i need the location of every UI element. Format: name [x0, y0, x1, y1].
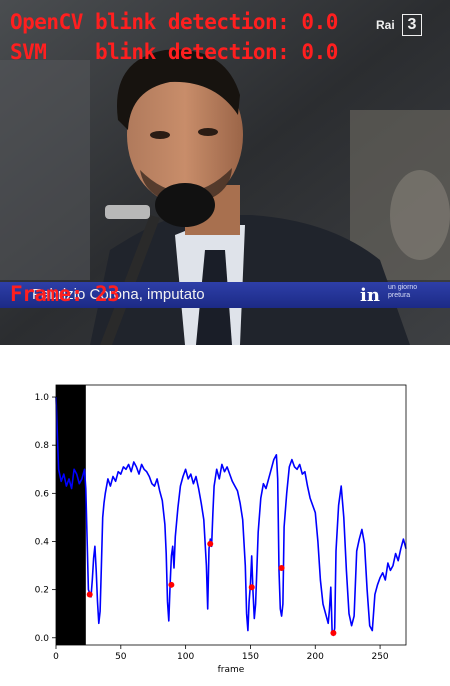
face: [127, 65, 243, 205]
blink-marker-point: [278, 564, 285, 571]
y-tick-label: 0.2: [35, 586, 49, 596]
hair: [116, 49, 240, 130]
background-pipes: [0, 60, 90, 280]
background-wheel: [390, 170, 450, 260]
y-tick-label: 0.0: [35, 634, 50, 644]
x-tick-label: 100: [177, 652, 194, 662]
channel-name: Rai: [376, 18, 395, 32]
microphone-stand: [100, 215, 160, 345]
plot-frame: [55, 384, 407, 646]
y-tick-label: 0.8: [35, 441, 50, 451]
x-tick-label: 150: [242, 652, 259, 662]
y-tick-label: 0.4: [35, 537, 50, 547]
x-axis-label: frame: [218, 665, 245, 675]
channel-logo: Rai 3: [376, 14, 422, 36]
opencv-blink-label: OpenCV blink detection: 0.0: [10, 10, 338, 34]
blink-marker-point: [86, 591, 93, 598]
x-tick-label: 250: [371, 652, 388, 662]
suit-jacket: [90, 213, 410, 345]
x-tick-label: 0: [53, 652, 59, 662]
blink-marker-point: [330, 629, 337, 636]
program-logo-subtitle: un giorno pretura: [388, 284, 418, 299]
microphone-head: [155, 183, 215, 227]
program-logo: in: [360, 285, 380, 306]
frame-counter-label: Frame: 23: [10, 282, 120, 306]
series-line: [55, 396, 407, 637]
shaded-region: [56, 385, 86, 645]
x-tick-label: 200: [307, 652, 324, 662]
blink-chart: 0 50 100 150 200 250 0.0 0.2 0.4 0.6 0.8 1.0 frame: [35, 384, 407, 675]
y-tick-label: 0.6: [35, 489, 50, 499]
right-eye: [198, 128, 218, 136]
news-caption: Fabrizio Corona, imputato: [32, 286, 205, 303]
blink-plot: 0 50 100 150 200 250 0.0 0.2 0.4 0.6 0.8 1.0 frame: [0, 345, 450, 682]
news-caption-strip: [0, 282, 450, 308]
y-tick-label: 1.0: [35, 393, 50, 403]
blink-marker-point: [248, 584, 255, 591]
blink-marker-point: [207, 540, 214, 547]
blink-marker-point: [168, 581, 175, 588]
left-eye: [150, 131, 170, 139]
video-frame: Fabrizio Corona, imputato in un giorno p…: [0, 0, 450, 345]
x-tick-label: 50: [115, 652, 127, 662]
channel-number: 3: [402, 14, 422, 36]
svm-blink-label: SVM blink detection: 0.0: [10, 40, 338, 64]
microphone-clip: [105, 205, 150, 219]
